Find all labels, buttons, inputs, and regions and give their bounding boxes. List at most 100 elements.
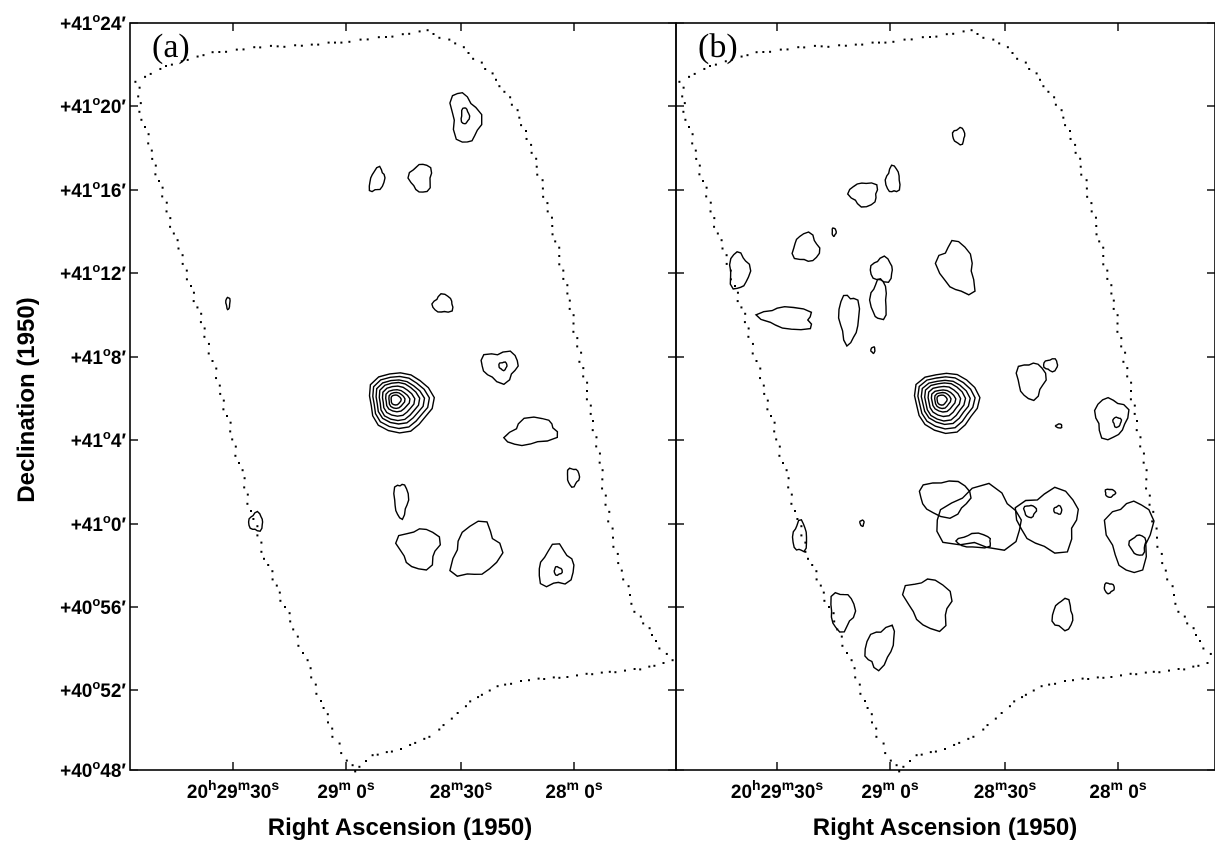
boundary-dot xyxy=(196,306,199,309)
plot-frame xyxy=(675,22,1215,771)
boundary-dot xyxy=(929,751,932,754)
boundary-dot xyxy=(509,96,512,99)
boundary-dot xyxy=(331,727,334,730)
boundary-dot xyxy=(1173,594,1175,596)
contour xyxy=(431,293,454,313)
contour xyxy=(951,126,966,146)
boundary-dot xyxy=(1116,322,1119,325)
boundary-dot xyxy=(853,667,856,670)
boundary-dot xyxy=(743,321,746,324)
boundary-dot xyxy=(755,51,758,54)
boundary-dot xyxy=(528,679,530,682)
contour xyxy=(936,482,1023,551)
boundary-dot xyxy=(1171,585,1174,588)
boundary-dot xyxy=(1102,246,1105,249)
boundary-dot xyxy=(243,477,246,480)
contour xyxy=(1022,504,1038,519)
boundary-dot xyxy=(678,80,681,83)
boundary-dot xyxy=(1016,57,1019,60)
boundary-dot xyxy=(572,314,575,317)
boundary-dot xyxy=(582,375,585,378)
boundary-dot xyxy=(215,377,218,380)
boundary-dot xyxy=(558,263,561,266)
contour xyxy=(460,107,471,125)
contour xyxy=(901,578,953,633)
boundary-dot xyxy=(400,748,402,750)
boundary-dot xyxy=(306,659,309,662)
boundary-dot xyxy=(1024,693,1027,696)
boundary-dot xyxy=(691,142,694,145)
boundary-dot xyxy=(203,335,206,338)
boundary-dot xyxy=(181,262,184,265)
boundary-dot xyxy=(671,659,674,662)
contour xyxy=(918,480,972,520)
boundary-dot xyxy=(246,493,249,496)
peak-contour-level xyxy=(923,382,967,422)
boundary-dot xyxy=(1053,96,1056,99)
survey-boundary xyxy=(678,29,1212,773)
boundary-dot xyxy=(807,557,809,560)
boundary-dot xyxy=(702,180,704,182)
peak-contour-level xyxy=(917,376,976,430)
boundary-dot xyxy=(766,399,769,402)
peak-contour-level xyxy=(378,381,421,422)
boundary-dot xyxy=(256,525,259,528)
boundary-dot xyxy=(572,330,575,333)
boundary-dot xyxy=(589,412,592,415)
boundary-dot xyxy=(790,493,793,496)
boundary-dot xyxy=(568,307,571,310)
boundary-dot xyxy=(165,65,167,67)
boundary-dot xyxy=(598,461,601,464)
boundary-dot xyxy=(190,285,192,287)
boundary-dot xyxy=(161,186,164,189)
boundary-dot xyxy=(582,367,585,370)
boundary-dot xyxy=(562,269,565,272)
boundary-dot xyxy=(585,398,588,401)
boundary-dot xyxy=(875,735,878,738)
boundary-dot xyxy=(537,677,540,680)
boundary-dot xyxy=(578,360,581,363)
boundary-dot xyxy=(775,438,778,441)
contour xyxy=(864,624,896,672)
boundary-dot xyxy=(972,735,975,738)
boundary-dot xyxy=(895,764,898,767)
boundary-dot xyxy=(185,278,188,281)
boundary-dot xyxy=(243,486,246,489)
boundary-dot xyxy=(1102,676,1105,679)
boundary-dot xyxy=(1135,429,1138,432)
boundary-dot xyxy=(1177,668,1180,670)
boundary-dot xyxy=(1024,61,1027,64)
boundary-dot xyxy=(484,68,487,70)
boundary-dot xyxy=(546,202,549,205)
boundary-dot xyxy=(423,737,426,740)
boundary-dot xyxy=(510,103,513,106)
peak-contour-level xyxy=(384,388,411,413)
boundary-dot xyxy=(169,217,172,220)
boundary-dot xyxy=(165,210,168,213)
boundary-dot xyxy=(535,165,538,168)
boundary-dot xyxy=(536,173,539,176)
boundary-dot xyxy=(472,57,475,60)
boundary-dot xyxy=(982,36,985,39)
boundary-dot xyxy=(766,408,769,411)
boundary-dot xyxy=(854,43,857,46)
boundary-dot xyxy=(503,90,506,93)
boundary-dot xyxy=(884,41,887,44)
boundary-dot xyxy=(1110,284,1113,287)
peak-contour-level xyxy=(913,372,981,435)
boundary-dot xyxy=(1112,307,1115,310)
boundary-dot xyxy=(310,43,313,46)
boundary-dot xyxy=(1116,330,1119,333)
boundary-dot xyxy=(192,300,195,303)
boundary-dot xyxy=(982,728,985,731)
boundary-dot xyxy=(747,327,750,330)
boundary-dot xyxy=(620,569,623,572)
boundary-dot xyxy=(929,36,931,38)
boundary-dot xyxy=(639,615,642,618)
boundary-dot xyxy=(568,299,571,302)
x-tick-label: 29m 0s xyxy=(861,777,918,803)
boundary-dot xyxy=(1155,527,1158,530)
boundary-dot xyxy=(259,46,262,49)
boundary-dot xyxy=(822,591,825,594)
boundary-dot xyxy=(838,44,841,47)
